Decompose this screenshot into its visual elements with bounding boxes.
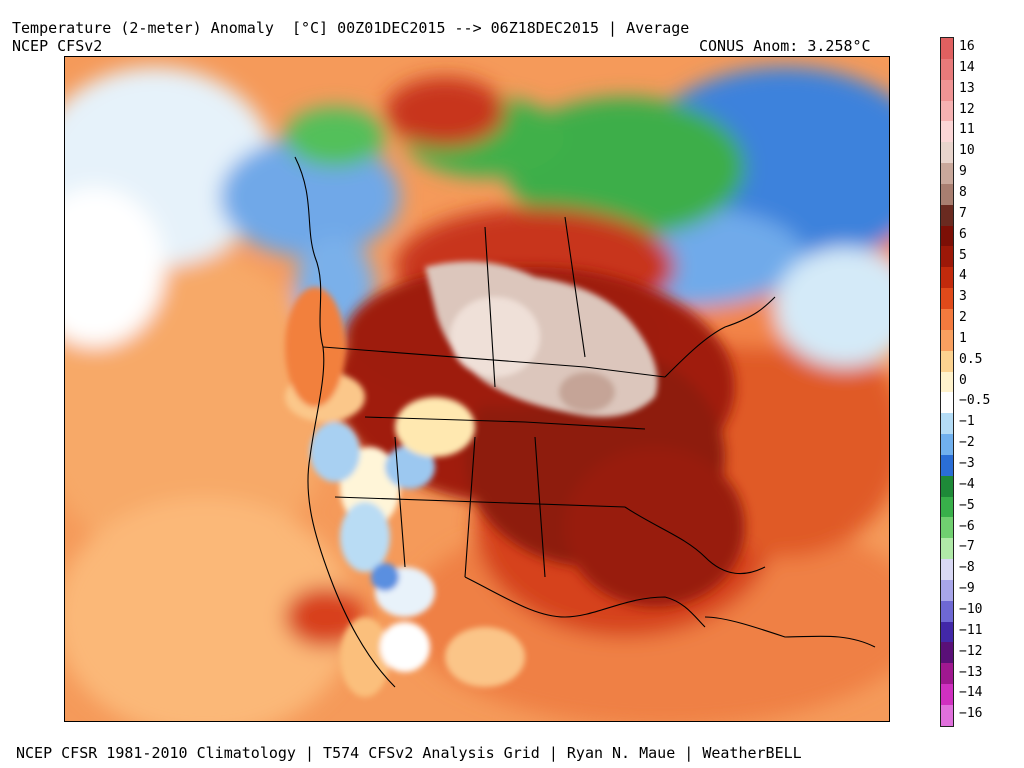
colorbar-swatch [941,454,953,476]
colorbar-swatch [941,308,953,330]
colorbar-tick-label: 3 [959,289,967,305]
colorbar-tick-label: −14 [959,685,983,701]
colorbar-tick-label: −6 [959,518,975,534]
colorbar-swatch [941,121,953,143]
colorbar-tick-label: 8 [959,184,967,200]
colorbar-tick-label: 13 [959,80,975,96]
colorbar-swatch [941,496,953,518]
colorbar-swatch [941,684,953,705]
colorbar-swatch [941,246,953,268]
colorbar-swatch [941,329,953,351]
colorbar-tick-label: 12 [959,101,975,117]
colorbar-tick-label: 11 [959,122,975,138]
colorbar-swatch [941,79,953,101]
colorbar-swatch [941,517,953,539]
colorbar-tick-label: 7 [959,205,967,221]
credits-footer: NCEP CFSR 1981-2010 Climatology | T574 C… [16,744,802,762]
colorbar-tick-label: 9 [959,164,967,180]
colorbar-tick-label: −5 [959,497,975,513]
colorbar-swatch [941,371,953,393]
colorbar-swatch [941,350,953,372]
colorbar-tick-label: −10 [959,601,983,617]
colorbar-tick-label: −13 [959,664,983,680]
colorbar-tick-label: −11 [959,622,983,638]
colorbar-swatch [941,267,953,289]
colorbar-tick-label: −2 [959,435,975,451]
colorbar-tick-label: −8 [959,560,975,576]
colorbar-swatch [941,434,953,455]
colorbar-swatch [941,38,953,59]
colorbar-swatch [941,183,953,205]
very-warm-core [425,261,658,417]
western-us-cool [285,287,525,697]
colorbar-tick-label: −7 [959,539,975,555]
colorbar [940,37,954,727]
colorbar-tick-label: −3 [959,456,975,471]
colorbar-swatch [941,288,953,309]
colorbar-tick-label: 6 [959,226,967,242]
colorbar-swatch [941,58,953,80]
colorbar-swatch [941,538,953,560]
colorbar-tick-label: 0.5 [959,351,983,367]
colorbar-swatch [941,475,953,497]
colorbar-tick-label: 5 [959,247,967,263]
colorbar-tick-label: 2 [959,310,967,326]
colorbar-swatch [941,559,953,580]
colorbar-tick-label: 4 [959,268,967,284]
conus-anomaly-label: CONUS Anom: 3.258°C [699,37,871,55]
colorbar-tick-label: 10 [959,143,975,159]
colorbar-tick-label: 16 [959,39,975,54]
model-label: NCEP CFSv2 [12,37,103,55]
colorbar-swatch [941,163,953,184]
colorbar-swatch [941,413,953,435]
colorbar-tick-label: −16 [959,706,983,722]
colorbar-swatch [941,204,953,226]
chart-title: Temperature (2-meter) Anomaly [°C] 00Z01… [12,19,690,37]
colorbar-tick-label: 1 [959,330,967,346]
colorbar-swatch [941,225,953,247]
colorbar-tick-label: −12 [959,643,983,659]
colorbar-swatch [941,600,953,622]
colorbar-tick-label: 14 [959,59,975,75]
colorbar-tick-label: −9 [959,581,975,597]
colorbar-swatch [941,621,953,643]
colorbar-swatch [941,579,953,601]
colorbar-swatch [941,642,953,664]
political-boundaries [294,156,876,688]
colorbar-swatch [941,392,953,414]
colorbar-swatch [941,100,953,122]
colorbar-tick-label: −4 [959,476,975,492]
anomaly-map [64,56,890,722]
colorbar-swatch [941,142,953,164]
colorbar-tick-label: −0.5 [959,393,991,409]
colorbar-swatch [941,663,953,685]
colorbar-swatch [941,705,953,726]
colorbar-tick-label: −1 [959,414,975,430]
colorbar-tick-label: 0 [959,372,967,388]
